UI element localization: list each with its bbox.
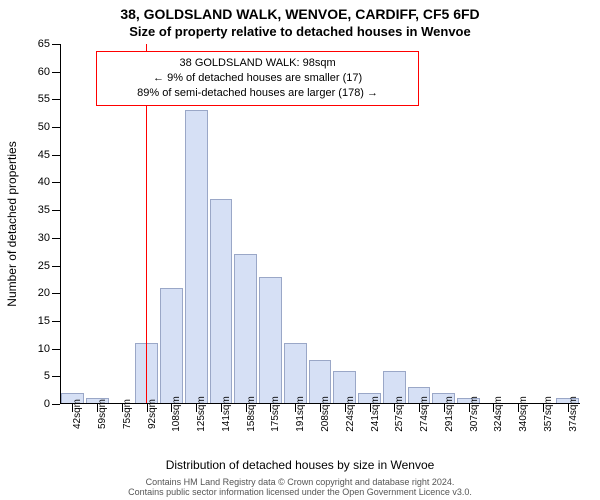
y-tick-label: 60	[38, 66, 50, 78]
page-subtitle: Size of property relative to detached ho…	[0, 24, 600, 39]
y-tick	[52, 293, 60, 294]
bar	[234, 254, 257, 404]
y-tick-label: 30	[38, 232, 50, 244]
x-tick-label: 141sqm	[221, 396, 232, 432]
x-tick-label: 374sqm	[568, 396, 579, 432]
y-tick	[52, 182, 60, 183]
annotation-line: ← 9% of detached houses are smaller (17)	[103, 71, 411, 86]
x-tick-label: 158sqm	[246, 396, 257, 432]
y-tick-label: 35	[38, 204, 50, 216]
y-tick-label: 45	[38, 149, 50, 161]
y-tick	[52, 376, 60, 377]
y-tick	[52, 349, 60, 350]
y-tick-label: 50	[38, 121, 50, 133]
y-tick-label: 25	[38, 260, 50, 272]
x-tick-label: 324sqm	[493, 396, 504, 432]
x-tick-label: 175sqm	[270, 396, 281, 432]
y-tick-label: 15	[38, 315, 50, 327]
y-tick	[52, 210, 60, 211]
bar	[284, 343, 307, 404]
y-tick	[52, 72, 60, 73]
plot: 38 GOLDSLAND WALK: 98sqm← 9% of detached…	[60, 44, 580, 404]
bar	[210, 199, 233, 404]
x-tick-label: 224sqm	[345, 396, 356, 432]
y-tick	[52, 266, 60, 267]
bar	[160, 288, 183, 404]
bar	[259, 277, 282, 404]
annotation-box: 38 GOLDSLAND WALK: 98sqm← 9% of detached…	[96, 51, 418, 106]
y-tick-label: 10	[38, 343, 50, 355]
annotation-line: 38 GOLDSLAND WALK: 98sqm	[103, 56, 411, 71]
x-tick-label: 241sqm	[370, 396, 381, 432]
y-axis	[60, 44, 61, 404]
footer: Contains HM Land Registry data © Crown c…	[0, 478, 600, 498]
x-tick-label: 274sqm	[419, 396, 430, 432]
x-tick-label: 108sqm	[171, 396, 182, 432]
chart-container: 38, GOLDSLAND WALK, WENVOE, CARDIFF, CF5…	[0, 0, 600, 500]
y-tick	[52, 404, 60, 405]
y-tick-label: 20	[38, 287, 50, 299]
y-tick-label: 40	[38, 176, 50, 188]
x-tick-label: 357sqm	[543, 396, 554, 432]
y-tick	[52, 44, 60, 45]
y-axis-label: Number of detached properties	[5, 141, 19, 306]
x-tick-label: 125sqm	[196, 396, 207, 432]
x-tick-label: 257sqm	[394, 396, 405, 432]
annotation-line: 89% of semi-detached houses are larger (…	[103, 86, 411, 101]
x-axis	[60, 403, 580, 404]
y-tick	[52, 321, 60, 322]
y-tick-label: 65	[38, 38, 50, 50]
x-tick-label: 191sqm	[295, 396, 306, 432]
y-tick	[52, 99, 60, 100]
bar	[185, 110, 208, 404]
x-axis-label: Distribution of detached houses by size …	[0, 458, 600, 472]
footer-line-2: Contains public sector information licen…	[0, 488, 600, 498]
y-tick-label: 5	[44, 370, 50, 382]
y-tick	[52, 127, 60, 128]
y-tick-label: 0	[44, 398, 50, 410]
y-tick	[52, 155, 60, 156]
x-tick-label: 291sqm	[444, 396, 455, 432]
x-tick-label: 307sqm	[469, 396, 480, 432]
x-tick-label: 208sqm	[320, 396, 331, 432]
y-tick-label: 55	[38, 93, 50, 105]
page-title: 38, GOLDSLAND WALK, WENVOE, CARDIFF, CF5…	[0, 6, 600, 22]
x-tick-label: 340sqm	[518, 396, 529, 432]
plot-area: 38 GOLDSLAND WALK: 98sqm← 9% of detached…	[60, 44, 580, 404]
y-tick	[52, 238, 60, 239]
